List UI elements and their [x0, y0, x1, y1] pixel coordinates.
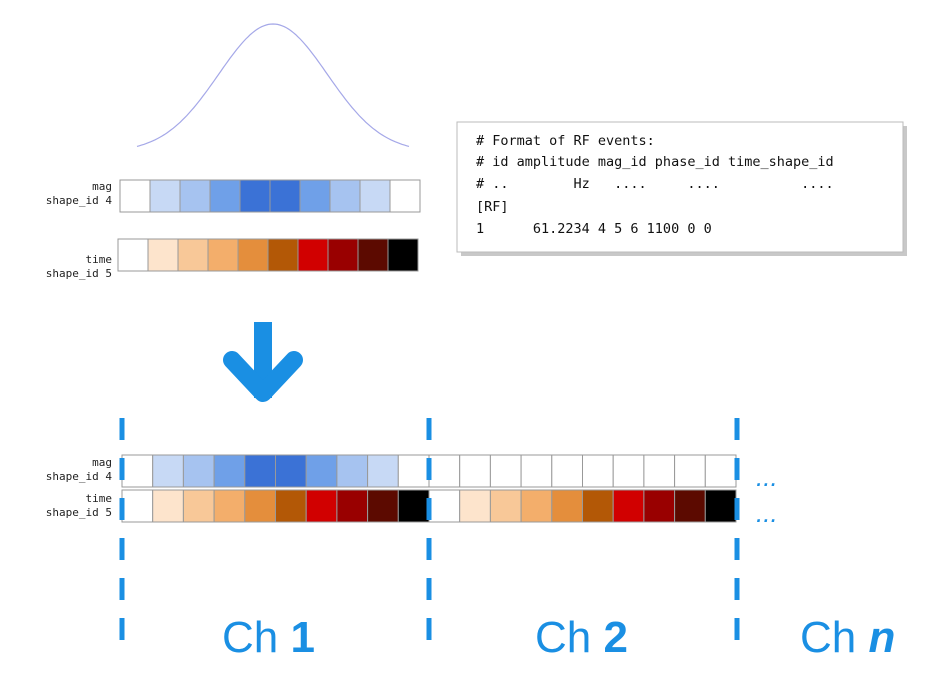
top-mag-cell-7 — [329, 179, 361, 213]
code-line-5: 1 61.2234 4 5 6 1100 0 0 — [476, 221, 712, 237]
bottom-mag-cell-5 — [275, 454, 307, 488]
top-mag-cell-0 — [119, 179, 151, 213]
bottom-time-cell-7 — [336, 489, 369, 523]
channel-1-prefix: Ch — [222, 613, 290, 662]
top-time-label-line2: shape_id 5 — [46, 267, 112, 280]
channel-n-number: n — [868, 613, 895, 662]
bottom-time-cell-6 — [305, 489, 338, 523]
time-row-ellipsis: ... — [756, 498, 778, 528]
down-arrow-icon — [223, 322, 303, 402]
top-mag-cell-9 — [389, 179, 421, 213]
top-time-cell-7 — [327, 238, 359, 272]
bottom-time-cell-10 — [428, 489, 461, 523]
bottom-time-cell-17 — [643, 489, 676, 523]
bottom-mag-cell-3 — [213, 454, 246, 488]
top-time-shape-row — [117, 238, 419, 272]
channel-2-prefix: Ch — [535, 613, 603, 662]
bottom-time-cell-3 — [213, 489, 246, 523]
bottom-time-cell-12 — [489, 489, 522, 523]
bottom-time-cell-8 — [367, 489, 399, 523]
top-mag-cell-5 — [269, 179, 301, 213]
bottom-time-cell-19 — [704, 489, 737, 523]
channel-n-prefix: Ch — [800, 613, 868, 662]
bottom-time-cell-9 — [397, 489, 430, 523]
bottom-time-cell-14 — [551, 489, 583, 523]
top-time-label-line1: time — [86, 253, 113, 266]
code-line-4: [RF] — [476, 199, 509, 215]
bottom-mag-cell-7 — [336, 454, 369, 488]
bottom-mag-cell-0 — [121, 454, 154, 488]
bottom-mag-cell-13 — [520, 454, 553, 488]
bottom-mag-label-line1: mag — [92, 456, 112, 469]
channel-label-2: Ch 2 — [535, 613, 628, 662]
top-mag-cell-3 — [209, 179, 241, 213]
top-time-cell-6 — [297, 238, 329, 272]
mag-row-ellipsis: ... — [756, 462, 778, 492]
top-time-cell-4 — [237, 238, 269, 272]
top-time-cell-1 — [147, 238, 179, 272]
bottom-time-cell-0 — [121, 489, 154, 523]
top-time-cell-8 — [357, 238, 389, 272]
gaussian-pulse-curve — [136, 23, 410, 147]
top-time-cell-3 — [207, 238, 239, 272]
bottom-time-cell-18 — [674, 489, 706, 523]
top-mag-label-line1: mag — [92, 180, 112, 193]
top-time-cell-0 — [117, 238, 149, 272]
code-line-3: # .. Hz .... .... .... — [476, 176, 834, 192]
bottom-mag-cell-9 — [397, 454, 430, 488]
bottom-time-cell-5 — [275, 489, 307, 523]
bottom-mag-shape-row — [121, 454, 737, 488]
bottom-mag-cell-8 — [367, 454, 399, 488]
top-mag-cell-1 — [149, 179, 181, 213]
top-mag-shape-row — [119, 179, 421, 213]
channel-2-number: 2 — [603, 613, 627, 662]
channel-label-1: Ch 1 — [222, 613, 315, 662]
bottom-mag-label-line2: shape_id 4 — [46, 470, 113, 483]
bottom-time-cell-15 — [582, 489, 614, 523]
bottom-time-label-line2: shape_id 5 — [46, 506, 112, 519]
bottom-mag-cell-1 — [152, 454, 184, 488]
code-line-1: # Format of RF events: — [476, 133, 655, 149]
bottom-mag-cell-12 — [489, 454, 522, 488]
bottom-mag-cell-2 — [182, 454, 215, 488]
bottom-time-cell-13 — [520, 489, 553, 523]
bottom-time-cell-1 — [152, 489, 184, 523]
code-box — [456, 121, 904, 253]
bottom-time-label-line1: time — [86, 492, 113, 505]
bottom-mag-cell-16 — [612, 454, 645, 488]
channel-label-n: Ch n — [800, 613, 895, 662]
bottom-mag-cell-19 — [704, 454, 737, 488]
channel-1-number: 1 — [290, 613, 314, 662]
bottom-time-shape-row — [121, 489, 737, 523]
bottom-time-cell-11 — [459, 489, 491, 523]
bottom-mag-cell-14 — [551, 454, 583, 488]
bottom-time-cell-2 — [182, 489, 215, 523]
bottom-mag-cell-11 — [459, 454, 491, 488]
bottom-mag-cell-6 — [305, 454, 338, 488]
top-mag-cell-8 — [359, 179, 391, 213]
bottom-mag-cell-15 — [582, 454, 614, 488]
top-mag-cell-4 — [239, 179, 271, 213]
top-time-cell-9 — [387, 238, 419, 272]
bottom-mag-cell-18 — [674, 454, 706, 488]
bottom-time-cell-16 — [612, 489, 645, 523]
bottom-time-cell-4 — [244, 489, 277, 523]
top-time-cell-2 — [177, 238, 209, 272]
top-mag-label-line2: shape_id 4 — [46, 194, 113, 207]
top-mag-cell-6 — [299, 179, 331, 213]
bottom-mag-cell-10 — [428, 454, 461, 488]
top-mag-cell-2 — [179, 179, 211, 213]
bottom-mag-cell-4 — [244, 454, 277, 488]
code-line-2: # id amplitude mag_id phase_id time_shap… — [476, 154, 834, 170]
top-time-cell-5 — [267, 238, 299, 272]
bottom-mag-cell-17 — [643, 454, 676, 488]
